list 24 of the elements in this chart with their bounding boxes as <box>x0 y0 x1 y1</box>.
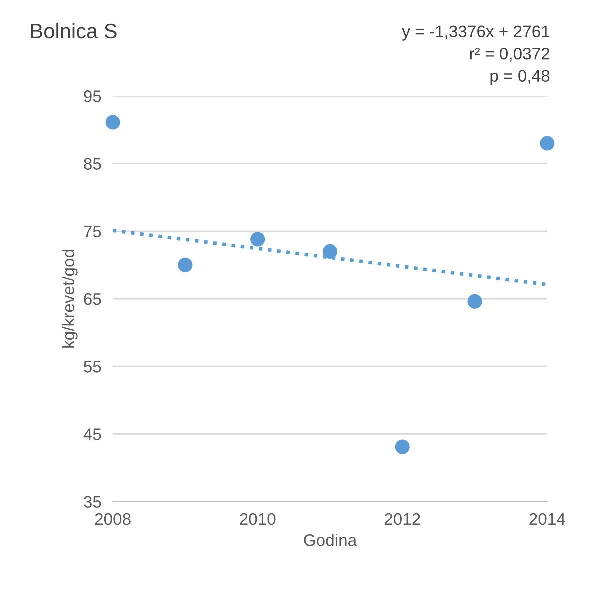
y-tick-label: 65 <box>84 293 102 306</box>
text: r² = 0,0372 <box>470 48 550 62</box>
text: p = 0,48 <box>490 70 550 86</box>
x-tick-label: 2010 <box>240 513 276 526</box>
x-tick-label: 2014 <box>530 513 566 526</box>
y-tick-label: 55 <box>84 361 102 373</box>
point <box>322 244 338 259</box>
text: y = -1,3376x + 2761 <box>402 26 550 41</box>
point <box>250 232 266 247</box>
y-tick-label: 35 <box>84 496 102 508</box>
point <box>106 115 120 130</box>
x-axis-title: Godina <box>304 534 358 546</box>
y-tick-label: 85 <box>84 158 102 170</box>
point <box>395 440 410 454</box>
point <box>178 258 193 272</box>
y-tick-label: 75 <box>84 226 102 238</box>
y-axis-title: kg/krevet/god <box>62 250 78 348</box>
x-tick-label: 2008 <box>95 513 131 526</box>
point <box>468 294 482 309</box>
point <box>540 136 555 151</box>
x-tick-label: 2012 <box>384 513 420 526</box>
y-tick-label: 45 <box>84 428 102 440</box>
y-tick-label: 95 <box>84 90 102 102</box>
chart-title: Bolnica S <box>31 23 117 39</box>
